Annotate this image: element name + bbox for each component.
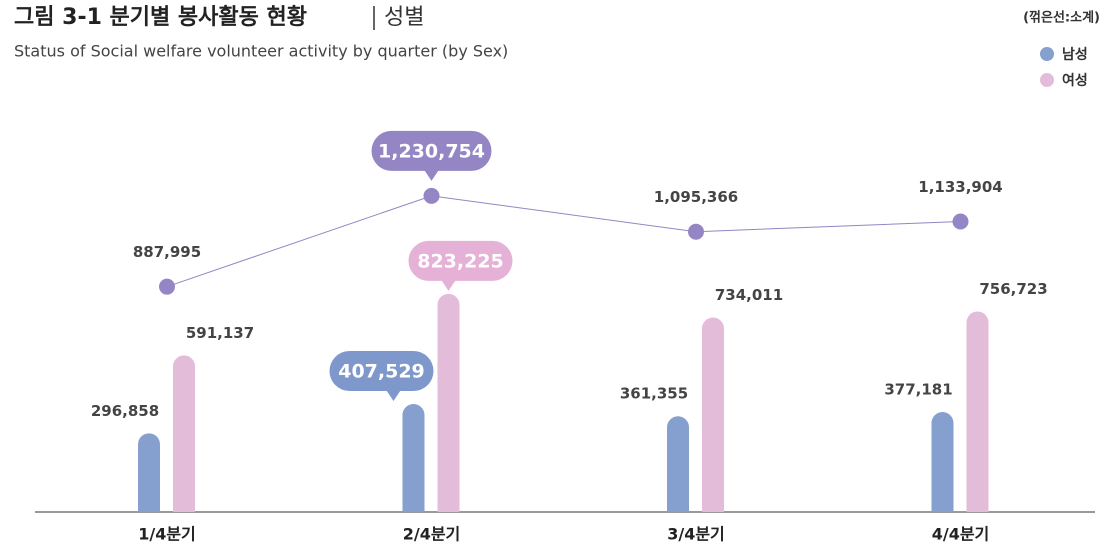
callout-pointer (423, 168, 440, 181)
subtitle: Status of Social welfare volunteer activ… (14, 42, 508, 61)
bar (966, 311, 989, 512)
callout-label: 823,225 (417, 250, 504, 272)
line (166, 195, 961, 288)
bar (402, 404, 425, 512)
legend-swatch (1040, 47, 1054, 61)
chart-title: 그림 3-1 분기별 봉사활동 현황 (14, 5, 307, 30)
callout-pointer (385, 389, 402, 402)
bar (667, 416, 689, 512)
callout-pointer (440, 278, 457, 291)
line-point (159, 278, 175, 295)
legend-label: 여성 (1062, 72, 1088, 89)
legend-swatch (1040, 73, 1054, 87)
callout-bubble (371, 130, 492, 171)
note: (꺾은선:소계) (1023, 10, 1100, 26)
line-point (423, 187, 440, 204)
data-label: 591,137 (186, 324, 254, 342)
legend-label: 남성 (1062, 46, 1088, 63)
data-label: 887,995 (133, 243, 201, 261)
callout-bubble (408, 240, 513, 281)
title-tag: 성별 (384, 5, 424, 30)
callout-bubble (329, 351, 434, 392)
callout-label: 407,529 (338, 361, 425, 383)
data-label: 296,858 (91, 402, 159, 420)
x-tick-label: 2/4분기 (403, 525, 461, 544)
line-point (688, 223, 704, 240)
bar (138, 433, 160, 512)
data-label: 734,011 (715, 286, 783, 304)
x-tick-label: 1/4분기 (138, 525, 196, 544)
data-label: 1,095,366 (654, 188, 738, 206)
x-tick-label: 3/4분기 (667, 525, 725, 544)
bar (173, 355, 195, 512)
callout-label: 1,230,754 (378, 140, 485, 162)
data-label: 1,133,904 (918, 178, 1002, 196)
bar (437, 293, 460, 512)
data-label: 756,723 (979, 280, 1047, 298)
data-label: 377,181 (884, 381, 952, 399)
data-label: 361,355 (620, 385, 688, 403)
bar (702, 317, 724, 512)
bar (931, 412, 954, 512)
x-tick-label: 4/4분기 (932, 525, 990, 544)
line-point (952, 213, 969, 230)
